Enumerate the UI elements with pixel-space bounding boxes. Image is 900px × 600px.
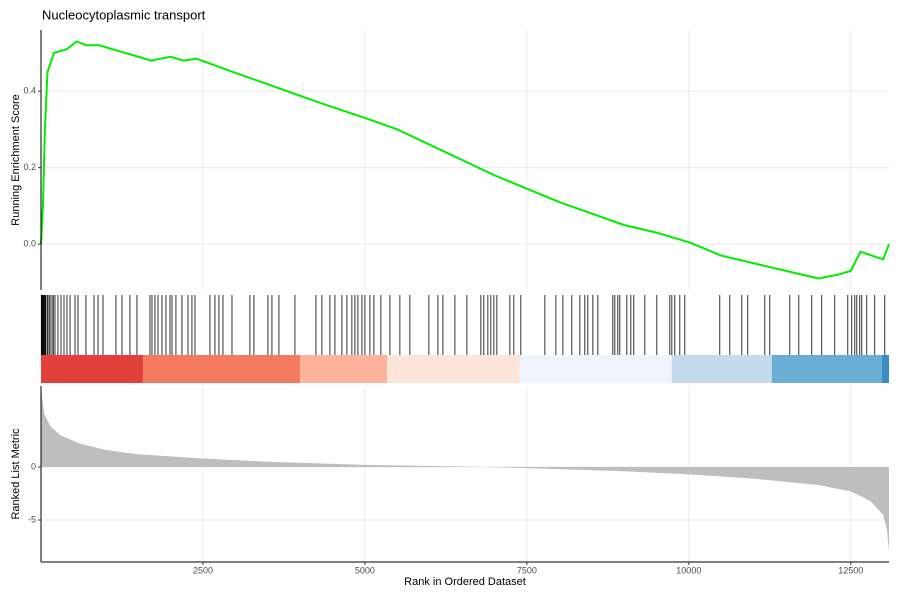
color-band — [386, 355, 520, 383]
color-band — [881, 355, 889, 383]
x-tick-label: 5000 — [355, 565, 375, 575]
x-tick-label: 7500 — [517, 565, 537, 575]
y-tick-label: 0.2 — [23, 162, 36, 172]
color-band — [300, 355, 387, 383]
color-band — [771, 355, 882, 383]
x-tick-label: 2500 — [193, 565, 213, 575]
metric-area — [41, 387, 889, 552]
color-band — [41, 355, 143, 383]
color-band — [142, 355, 301, 383]
enrichment-line — [40, 40, 890, 280]
y-tick-label: 0 — [31, 461, 36, 471]
x-tick-label: 12500 — [838, 565, 863, 575]
x-tick-label: 10000 — [676, 565, 701, 575]
y-tick-label: 0.0 — [23, 238, 36, 248]
x-axis-label: Rank in Ordered Dataset — [404, 576, 526, 588]
color-band — [671, 355, 772, 383]
y-tick-label: 0.4 — [23, 86, 36, 96]
color-band — [519, 355, 672, 383]
chart-title: Nucleocytoplasmic transport — [42, 7, 206, 22]
y-axis-label: Ranked List Metric — [10, 428, 22, 520]
y-tick-label: -5 — [28, 514, 36, 524]
y-axis-label: Running Enrichment Score — [10, 94, 22, 225]
